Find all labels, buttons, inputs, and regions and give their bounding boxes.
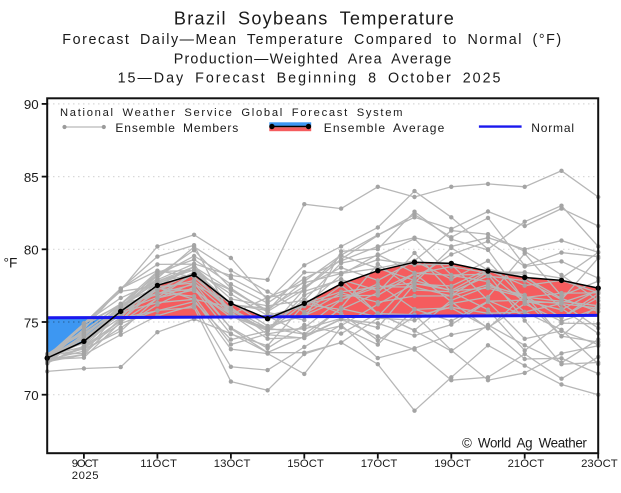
svg-text:National Weather Service Globa: National Weather Service Global Forecast… — [60, 107, 403, 119]
svg-text:75: 75 — [24, 315, 39, 330]
svg-text:17OCT: 17OCT — [361, 458, 398, 470]
svg-text:Production—Weighted Area Avera: Production—Weighted Area Average — [174, 52, 452, 68]
svg-text:85: 85 — [24, 170, 39, 185]
svg-text:Ensemble Average: Ensemble Average — [324, 121, 445, 135]
svg-text:Brazil Soybeans Temperature: Brazil Soybeans Temperature — [174, 8, 454, 28]
svg-text:23OCT: 23OCT — [581, 458, 618, 470]
svg-text:90: 90 — [24, 97, 39, 112]
svg-text:21OCT: 21OCT — [508, 458, 545, 470]
svg-text:80: 80 — [24, 243, 39, 258]
svg-text:11OCT: 11OCT — [140, 458, 177, 470]
svg-text:15OCT: 15OCT — [287, 458, 324, 470]
svg-text:°F: °F — [4, 255, 18, 270]
svg-text:© World Ag Weather: © World Ag Weather — [462, 436, 587, 451]
svg-text:2025: 2025 — [72, 470, 99, 482]
svg-text:15—Day Forecast Beginning 8 Oc: 15—Day Forecast Beginning 8 October 2025 — [118, 70, 501, 86]
svg-text:Normal: Normal — [531, 121, 574, 135]
svg-text:19OCT: 19OCT — [434, 458, 471, 470]
svg-text:70: 70 — [24, 388, 39, 403]
svg-text:13OCT: 13OCT — [214, 458, 251, 470]
svg-text:9OCT: 9OCT — [72, 458, 99, 470]
svg-text:Forecast Daily—Mean Temperatur: Forecast Daily—Mean Temperature Compared… — [62, 32, 561, 48]
svg-text:Ensemble Members: Ensemble Members — [115, 121, 238, 135]
